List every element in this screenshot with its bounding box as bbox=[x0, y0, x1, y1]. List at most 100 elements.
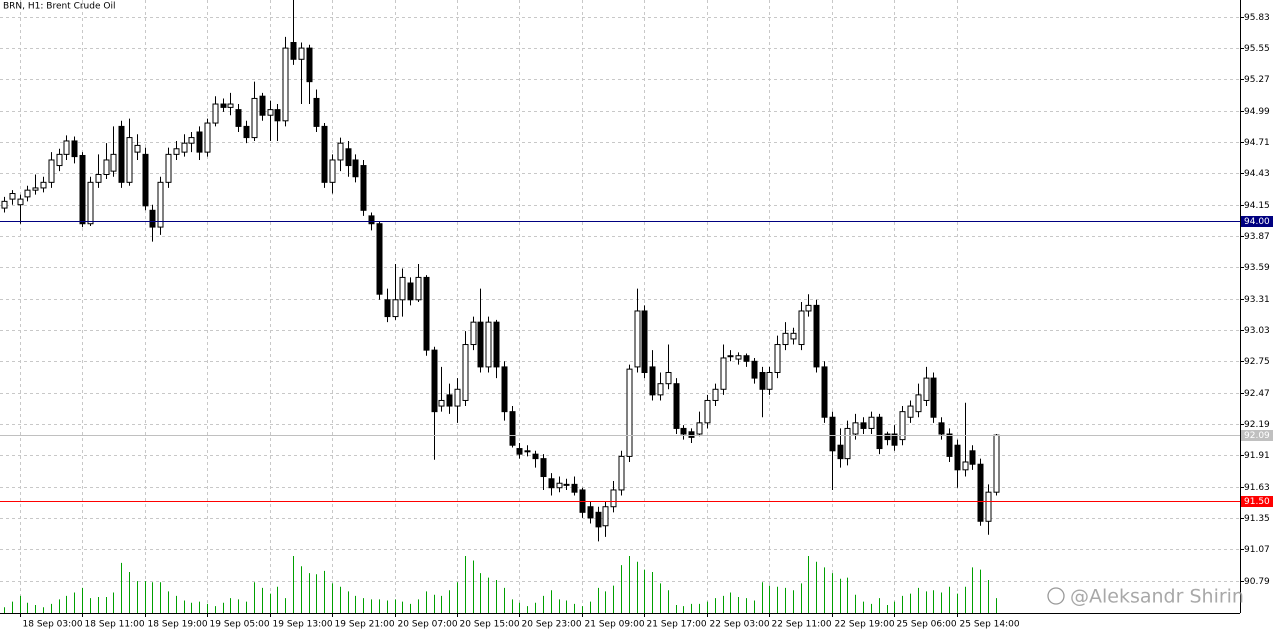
candle-body bbox=[376, 223, 383, 295]
y-tick-label: 93.59 bbox=[1244, 263, 1270, 273]
y-tick-label: 91.91 bbox=[1244, 451, 1270, 461]
watermark-icon bbox=[1047, 587, 1065, 605]
candle-body bbox=[9, 193, 16, 200]
x-tick-label: 22 Sep 11:00 bbox=[772, 620, 832, 630]
candle-body bbox=[969, 450, 976, 465]
x-tick-label: 20 Sep 15:00 bbox=[460, 620, 520, 630]
candle-body bbox=[337, 142, 344, 161]
candle-body bbox=[868, 416, 875, 429]
candle-body bbox=[876, 416, 883, 450]
x-tick-label: 19 Sep 21:00 bbox=[335, 620, 395, 630]
candle-body bbox=[790, 332, 797, 340]
y-tick-label: 90.79 bbox=[1244, 577, 1270, 587]
candle-body bbox=[727, 355, 734, 358]
y-tick-label: 93.87 bbox=[1244, 232, 1270, 242]
candle-body bbox=[844, 427, 851, 460]
candle-body bbox=[423, 276, 430, 351]
candle-body bbox=[282, 47, 289, 122]
price-level-box bbox=[1241, 216, 1273, 227]
candle-body bbox=[63, 140, 70, 155]
candle-body bbox=[571, 483, 578, 493]
candle-body bbox=[954, 444, 961, 471]
candle-body bbox=[24, 189, 31, 198]
x-tick-label: 18 Sep 03:00 bbox=[23, 620, 83, 630]
candle-body bbox=[860, 422, 867, 429]
candle-body bbox=[368, 215, 375, 225]
candle-body bbox=[829, 416, 836, 452]
candle-body bbox=[103, 159, 110, 176]
candle-body bbox=[259, 95, 266, 116]
x-tick-label: 22 Sep 03:00 bbox=[710, 620, 770, 630]
candle-body bbox=[634, 310, 641, 368]
candle-body bbox=[540, 458, 547, 478]
candle-body bbox=[243, 125, 250, 139]
candle-body bbox=[227, 103, 234, 108]
price-level-label: 92.09 bbox=[1244, 431, 1270, 441]
candle-body bbox=[95, 174, 102, 183]
candle-body bbox=[993, 434, 1000, 493]
y-tick-label: 94.43 bbox=[1244, 169, 1270, 179]
candle-body bbox=[384, 299, 391, 318]
candle-body bbox=[477, 321, 484, 368]
candle-body bbox=[891, 433, 898, 446]
candle-body bbox=[516, 448, 523, 455]
candle-body bbox=[399, 276, 406, 301]
x-tick-label: 25 Sep 06:00 bbox=[897, 620, 957, 630]
candle-body bbox=[220, 103, 227, 108]
candle-body bbox=[212, 103, 219, 124]
y-tick-label: 91.07 bbox=[1244, 545, 1270, 555]
candle-body bbox=[680, 427, 687, 435]
candle-body bbox=[532, 453, 539, 460]
watermark-group: @Aleksandr Shirin bbox=[1047, 586, 1244, 608]
candle-body bbox=[267, 109, 274, 116]
candle-body bbox=[313, 97, 320, 127]
candle-body bbox=[743, 355, 750, 362]
candle-body bbox=[915, 394, 922, 413]
candle-body bbox=[626, 368, 633, 457]
candle-body bbox=[884, 433, 891, 441]
candle-body bbox=[462, 344, 469, 401]
x-tick-label: 19 Sep 13:00 bbox=[273, 620, 333, 630]
y-tick-label: 94.15 bbox=[1244, 201, 1270, 211]
x-tick-label: 20 Sep 23:00 bbox=[522, 620, 582, 630]
plot bbox=[0, 0, 1240, 613]
x-tick-label: 22 Sep 19:00 bbox=[835, 620, 895, 630]
candle-body bbox=[751, 360, 758, 379]
candle-body bbox=[720, 357, 727, 390]
candle-body bbox=[173, 148, 180, 155]
candle-body bbox=[563, 483, 570, 486]
candle-body bbox=[938, 422, 945, 435]
candle-body bbox=[188, 137, 195, 144]
x-tick-label: 21 Sep 09:00 bbox=[585, 620, 645, 630]
candle-body bbox=[923, 377, 930, 401]
candle-body bbox=[56, 153, 63, 167]
candle-body bbox=[446, 394, 453, 407]
candle-body bbox=[907, 405, 914, 418]
x-tick-label: 21 Sep 17:00 bbox=[647, 620, 707, 630]
candle-body bbox=[321, 125, 328, 183]
candle-body bbox=[774, 344, 781, 373]
candle-body bbox=[32, 187, 39, 191]
y-tick-label: 91.63 bbox=[1244, 483, 1270, 493]
candle-body bbox=[930, 377, 937, 418]
candle-body bbox=[946, 433, 953, 457]
candle-body bbox=[899, 411, 906, 441]
candle-body bbox=[306, 47, 313, 83]
x-tick-label: 18 Sep 19:00 bbox=[148, 620, 208, 630]
y-tick-label: 93.31 bbox=[1244, 295, 1270, 305]
candle-body bbox=[454, 388, 461, 407]
x-tick-label: 25 Sep 14:00 bbox=[960, 620, 1020, 630]
candle-body bbox=[157, 181, 164, 228]
x-tick-label: 20 Sep 07:00 bbox=[398, 620, 458, 630]
candle-body bbox=[548, 478, 555, 489]
candle-body bbox=[735, 355, 742, 360]
price-level-label: 91.50 bbox=[1244, 497, 1270, 507]
candle-body bbox=[587, 506, 594, 519]
candle-body bbox=[126, 137, 133, 183]
candle-body bbox=[71, 140, 78, 158]
watermark: @Aleksandr Shirin bbox=[1070, 586, 1244, 608]
price-level-label: 94.00 bbox=[1244, 217, 1270, 227]
candle-body bbox=[274, 109, 281, 122]
